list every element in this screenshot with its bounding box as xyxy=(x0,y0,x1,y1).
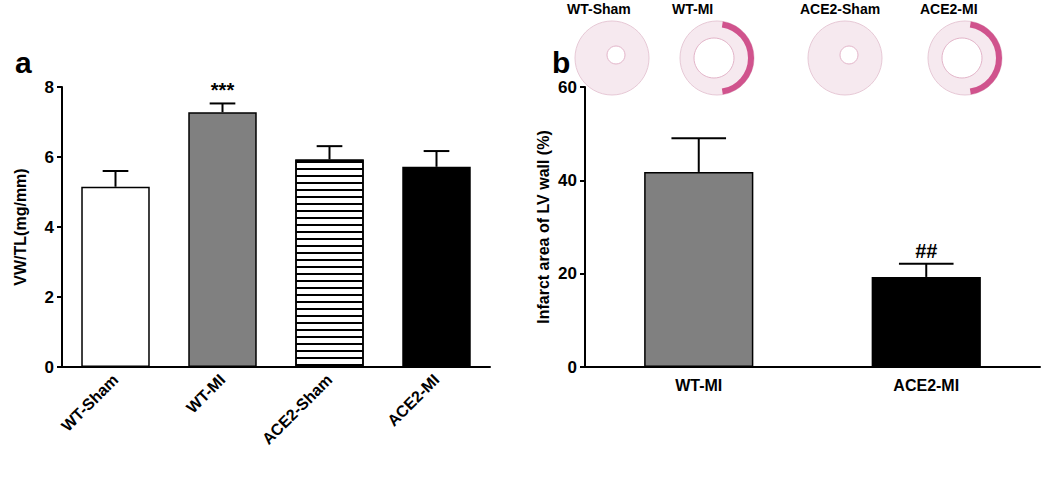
svg-text:WT-MI: WT-MI xyxy=(672,1,713,17)
svg-text:ACE2-MI: ACE2-MI xyxy=(384,371,442,429)
svg-text:6: 6 xyxy=(45,148,54,167)
svg-text:VW/TL(mg/mm): VW/TL(mg/mm) xyxy=(12,168,29,285)
svg-text:0: 0 xyxy=(568,358,577,377)
svg-text:2: 2 xyxy=(45,288,54,307)
svg-text:a: a xyxy=(15,46,32,79)
svg-text:60: 60 xyxy=(558,78,577,97)
svg-text:WT-Sham: WT-Sham xyxy=(58,371,122,435)
svg-text:4: 4 xyxy=(45,218,55,237)
svg-text:20: 20 xyxy=(558,264,577,283)
svg-text:8: 8 xyxy=(45,78,54,97)
svg-text:ACE2-Sham: ACE2-Sham xyxy=(800,1,880,17)
svg-text:##: ## xyxy=(915,240,937,262)
svg-text:ACE2-Sham: ACE2-Sham xyxy=(259,371,336,448)
svg-text:ACE2-MI: ACE2-MI xyxy=(893,377,959,394)
svg-text:b: b xyxy=(552,46,570,79)
svg-text:0: 0 xyxy=(45,358,54,377)
svg-text:WT-Sham: WT-Sham xyxy=(567,1,631,17)
svg-text:***: *** xyxy=(211,79,235,101)
svg-text:ACE2-MI: ACE2-MI xyxy=(920,1,978,17)
svg-text:Infarct area of LV wall (%): Infarct area of LV wall (%) xyxy=(535,130,552,324)
svg-text:WT-MI: WT-MI xyxy=(183,371,228,416)
svg-text:WT-MI: WT-MI xyxy=(675,377,722,394)
svg-text:40: 40 xyxy=(558,171,577,190)
